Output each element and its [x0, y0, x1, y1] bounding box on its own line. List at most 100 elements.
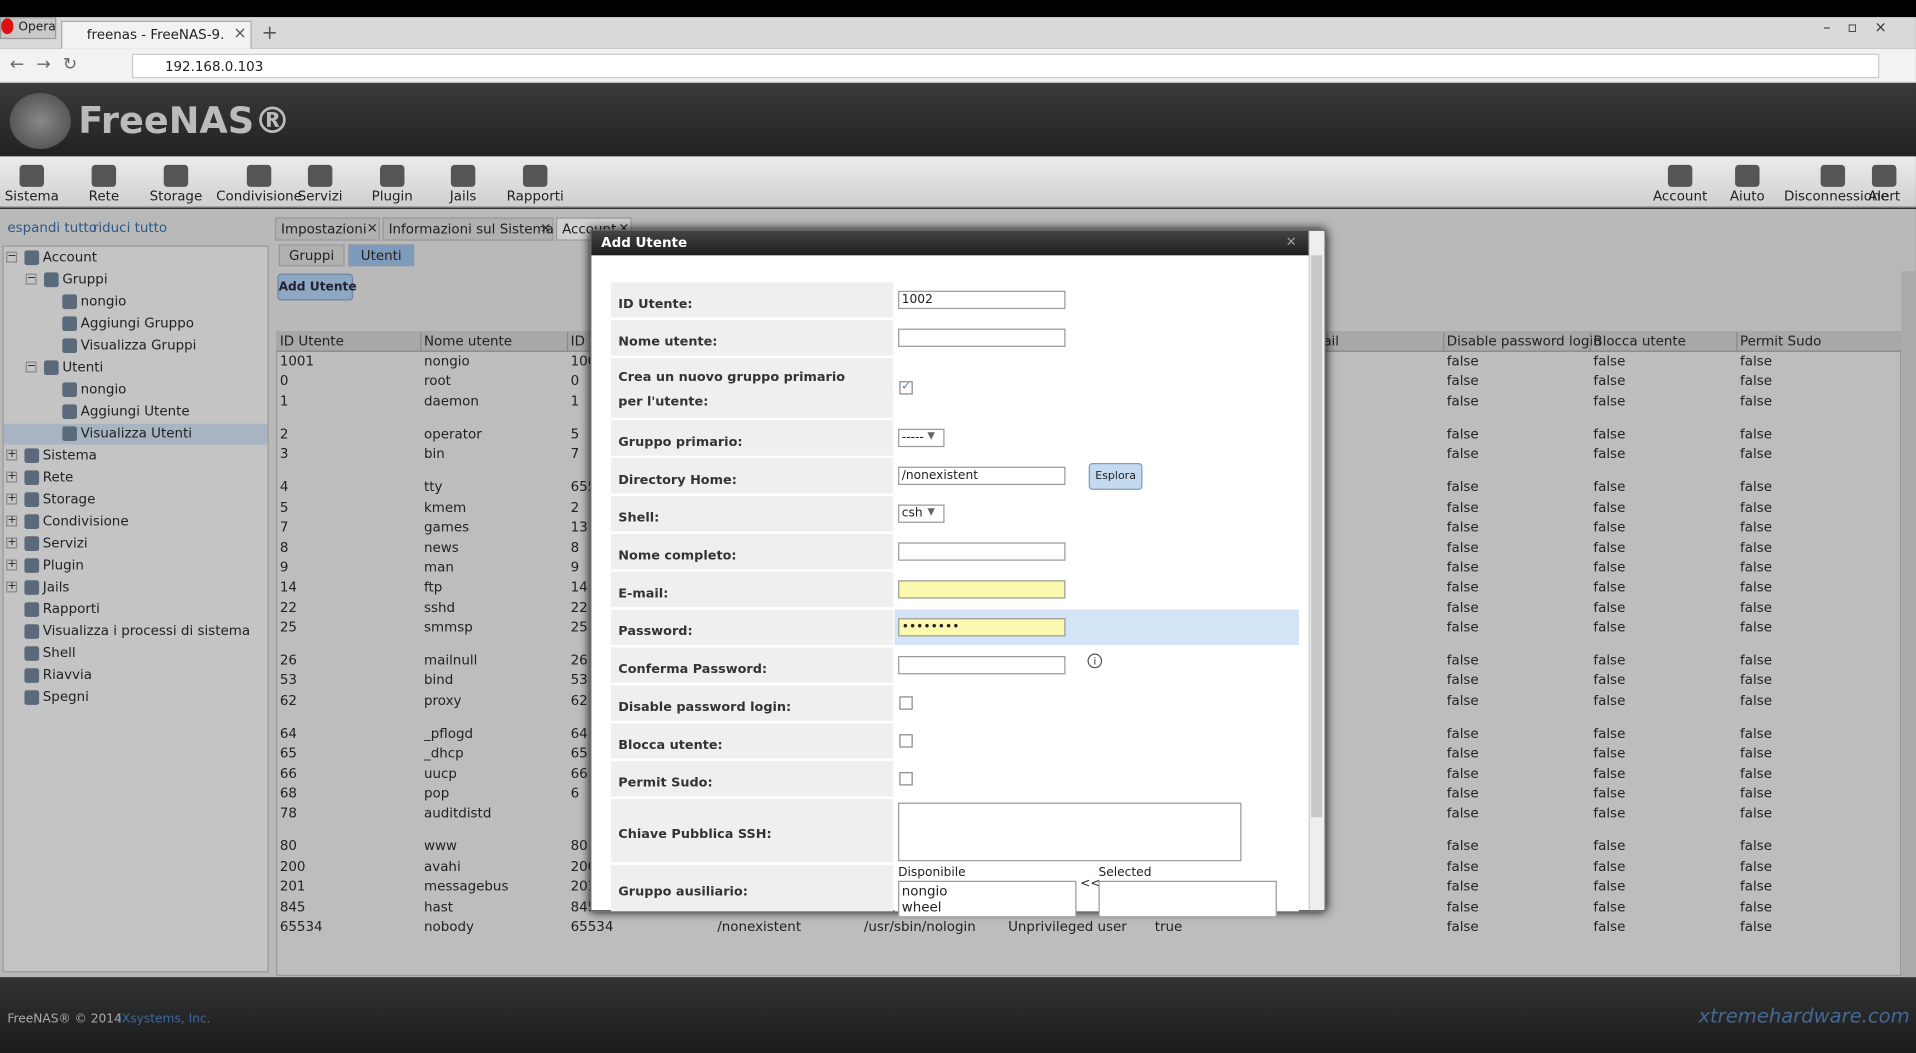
input[interactable] — [898, 579, 1066, 598]
tree-item[interactable]: Storage — [42, 491, 96, 507]
tree-expander[interactable]: + — [6, 514, 18, 527]
table-cell: false — [1446, 519, 1479, 536]
tree-item[interactable]: Plugin — [42, 557, 84, 573]
checkbox[interactable] — [899, 771, 913, 785]
tree-expander[interactable]: − — [6, 250, 18, 263]
select[interactable]: ----- — [898, 428, 945, 447]
tool-label[interactable]: Account — [1652, 188, 1708, 205]
tab-close[interactable]: × — [233, 24, 247, 43]
brand-button[interactable]: Opera — [0, 17, 57, 40]
tree-item[interactable]: Account — [42, 249, 98, 266]
tool-label[interactable]: Condivisione — [216, 188, 302, 205]
available-list[interactable]: nongio wheel — [898, 880, 1077, 918]
tool-label[interactable]: Disconnessione — [1783, 188, 1889, 205]
tree-item[interactable]: Visualizza Gruppi — [80, 337, 197, 354]
checkbox[interactable] — [899, 695, 913, 710]
tree-item[interactable]: Rete — [42, 469, 74, 485]
tree-item[interactable]: Shell — [42, 645, 76, 661]
tree-item[interactable]: Riavvia — [42, 666, 92, 683]
table-cell: 9 — [570, 559, 580, 576]
checkbox[interactable] — [899, 733, 913, 748]
tree-item[interactable]: Condivisione — [42, 513, 129, 529]
tree-item[interactable]: Visualizza Utenti — [80, 425, 193, 441]
input[interactable]: /nonexistent — [898, 466, 1066, 485]
tree-item[interactable]: Visualizza i processi di sistema — [42, 623, 251, 639]
collapse-link[interactable]: riduci tutto — [92, 219, 168, 236]
form-row-label-bg — [610, 723, 894, 759]
tree-item[interactable]: Aggiungi Utente — [80, 403, 190, 420]
tree-item[interactable]: Rapporti — [42, 601, 100, 617]
tree-expander[interactable]: − — [25, 360, 37, 373]
tree-item[interactable]: Utenti — [62, 359, 104, 376]
modal-scroll-thumb[interactable] — [1311, 255, 1323, 818]
tree-expander[interactable]: + — [6, 470, 18, 483]
tool-label[interactable]: Jails — [449, 188, 477, 205]
url-field[interactable]: 192.168.0.103 — [131, 53, 1880, 79]
move-button[interactable]: << — [1080, 877, 1101, 891]
expand-link[interactable]: espandi tutto — [7, 219, 97, 236]
form-row-label-bg — [610, 495, 894, 532]
input[interactable]: 1002 — [898, 290, 1066, 309]
form-row-label-bg — [610, 609, 894, 646]
tool-label[interactable]: Sistema — [4, 188, 59, 205]
tree-item[interactable]: Aggiungi Gruppo — [80, 315, 194, 332]
table-cell: false — [1593, 671, 1626, 688]
checkbox[interactable]: ✓ — [899, 380, 913, 394]
table-cell: false — [1446, 671, 1479, 688]
tree-expander[interactable]: + — [6, 536, 18, 549]
browser-tab[interactable]: freenas - FreeNAS-9.2.1.5-... × — [61, 20, 252, 49]
footer — [0, 977, 1916, 1053]
tree-expander[interactable]: + — [6, 492, 18, 505]
tool-label[interactable]: Aiuto — [1729, 188, 1765, 205]
nav-buttons[interactable]: ←→↻ — [9, 54, 90, 75]
table-cell: 100 — [570, 353, 597, 369]
tree-item[interactable]: Spegni — [42, 688, 89, 705]
tree-item[interactable]: Jails — [42, 579, 70, 595]
sub-tab[interactable]: Utenti — [348, 244, 415, 267]
table-cell: /usr/sbin/nologin — [863, 918, 976, 935]
add-button[interactable]: Add Utente — [277, 273, 357, 301]
input[interactable] — [898, 327, 1066, 347]
tab-close[interactable]: × — [540, 219, 552, 236]
tree-item[interactable]: Gruppi — [62, 271, 108, 288]
table-cell: false — [1446, 765, 1479, 782]
tree-expander[interactable]: + — [6, 448, 18, 461]
input[interactable] — [898, 541, 1066, 561]
new-tab[interactable]: + — [261, 20, 278, 44]
table-cell: false — [1593, 858, 1626, 875]
tool-label[interactable]: Storage — [149, 188, 203, 205]
logo: FreeNAS® — [78, 100, 291, 143]
textarea[interactable] — [898, 802, 1242, 862]
select[interactable]: csh — [898, 503, 945, 523]
form-label: Directory Home: — [618, 472, 737, 487]
tree-expander[interactable]: − — [25, 272, 37, 285]
tree-item[interactable]: Sistema — [42, 447, 97, 463]
sub-tab[interactable]: Gruppi — [278, 244, 345, 267]
tree-item[interactable]: nongio — [80, 381, 127, 398]
tool-label[interactable]: Rete — [88, 188, 120, 205]
company-link[interactable]: iXsystems, Inc. — [118, 1012, 211, 1027]
tab-close[interactable]: × — [618, 219, 630, 236]
selected-list[interactable] — [1098, 880, 1277, 918]
tool-label[interactable]: Rapporti — [506, 188, 564, 205]
browse-button[interactable]: Esplora — [1088, 462, 1143, 490]
input[interactable] — [898, 655, 1066, 674]
content-tab[interactable]: Informazioni sul Sistema × — [382, 217, 554, 241]
tree-item[interactable]: nongio — [80, 293, 127, 310]
tool-label[interactable]: Alert — [1868, 188, 1901, 205]
tool-label[interactable]: Servizi — [297, 188, 343, 205]
list-option[interactable]: nongio — [901, 883, 948, 900]
tool-label[interactable]: Plugin — [371, 188, 413, 205]
tree-expander[interactable]: + — [6, 558, 18, 571]
list-option[interactable]: wheel — [901, 899, 942, 915]
modal-close[interactable]: × — [1285, 233, 1297, 250]
tab-close[interactable]: × — [366, 219, 378, 236]
tree-expander[interactable]: + — [6, 580, 18, 593]
input[interactable]: •••••••• — [898, 617, 1066, 636]
content-tab[interactable]: Impostazioni × — [274, 217, 381, 241]
table-cell: false — [1739, 539, 1772, 556]
table-cell: 26 — [279, 652, 297, 669]
table-cell: operator — [423, 426, 482, 443]
tree-item[interactable]: Servizi — [42, 535, 88, 551]
logo-icon — [9, 92, 71, 150]
